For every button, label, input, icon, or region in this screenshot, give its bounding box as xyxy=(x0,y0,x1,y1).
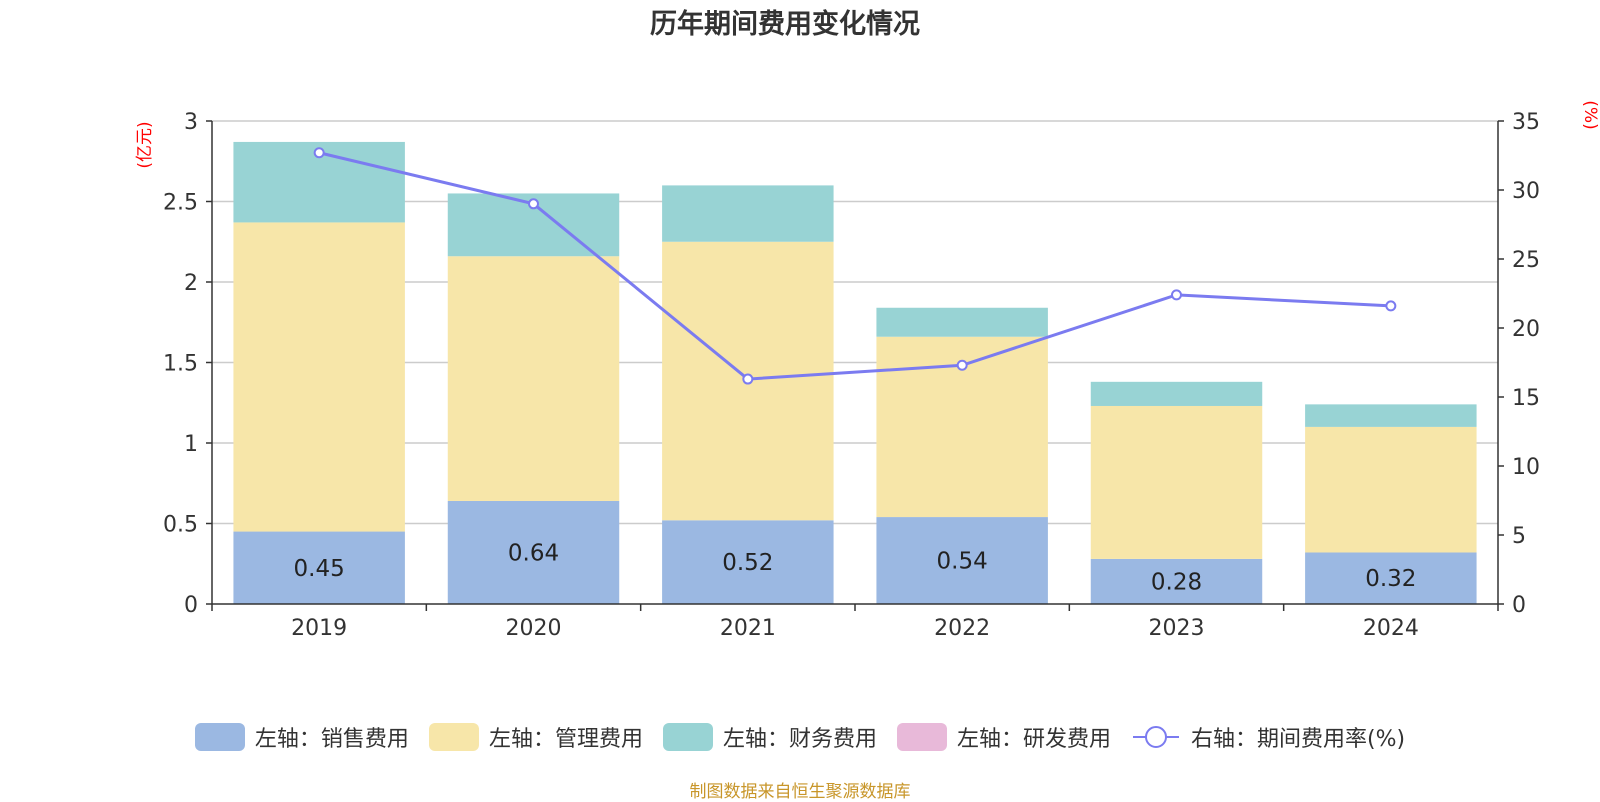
legend-line-swatch xyxy=(1132,726,1179,748)
legend-swatch xyxy=(896,723,947,751)
bar-segment xyxy=(233,531,405,604)
line-layer xyxy=(313,147,1397,385)
left-axis-label: (亿元) xyxy=(135,121,155,168)
rate-point xyxy=(742,373,754,385)
rate-point xyxy=(313,147,325,159)
legend-label: 右轴：期间费用率(%) xyxy=(1190,727,1406,752)
legend-item[interactable]: 左轴：财务费用 xyxy=(662,721,877,753)
chart-canvas: 历年期间费用变化情况 (亿元) (%) 00.511.522.530510152… xyxy=(135,8,1600,641)
legend-item[interactable]: 左轴：管理费用 xyxy=(428,721,643,753)
bar-segment xyxy=(447,500,620,604)
right-axis-tick-label: 15 xyxy=(1512,386,1540,411)
legend-item[interactable]: 左轴：研发费用 xyxy=(896,721,1111,753)
right-axis-tick-label: 0 xyxy=(1512,593,1526,618)
legend-item[interactable]: 右轴：期间费用率(%) xyxy=(1131,721,1405,753)
x-axis-tick-label: 2021 xyxy=(720,616,776,641)
legend-label: 左轴：销售费用 xyxy=(254,727,409,752)
bar-segment xyxy=(1090,381,1263,406)
x-axis-tick-label: 2024 xyxy=(1363,616,1419,641)
bar-segment xyxy=(1305,404,1477,427)
bar-segment xyxy=(662,185,834,242)
rate-point xyxy=(1385,300,1397,312)
bar-segment xyxy=(447,256,620,501)
bar-data-label: 0.28 xyxy=(1151,569,1202,595)
left-axis-tick-label: 1 xyxy=(184,432,198,457)
left-axis-tick-label: 0.5 xyxy=(163,513,198,538)
bar-segment xyxy=(233,222,405,532)
left-axis-tick-label: 3 xyxy=(184,110,198,135)
bar-data-label: 0.45 xyxy=(294,556,345,582)
x-axis-tick-label: 2022 xyxy=(934,616,990,641)
legend: 左轴：销售费用 左轴：管理费用 左轴：财务费用 左轴：研发费用 右轴：期间费用率(%) xyxy=(0,722,1600,752)
rate-line xyxy=(318,151,1391,381)
legend-label: 左轴：管理费用 xyxy=(488,727,643,752)
left-axis-tick-label: 1.5 xyxy=(163,352,198,377)
right-axis-tick-label: 10 xyxy=(1512,455,1540,480)
left-axis-tick-label: 0 xyxy=(184,593,198,618)
rate-point xyxy=(956,359,968,371)
right-axis-tick-label: 20 xyxy=(1512,317,1540,342)
left-axis-tick-label: 2 xyxy=(184,271,198,296)
bar-data-label: 0.64 xyxy=(508,540,559,566)
right-axis-tick-label: 5 xyxy=(1512,524,1526,549)
right-axis-tick-label: 35 xyxy=(1512,110,1540,135)
bar-data-label: 0.54 xyxy=(937,549,988,575)
data-label-layer: 0.45 0.64 0.52 0.54 0.28 0.32 xyxy=(294,540,1417,595)
bar-segment xyxy=(1305,426,1477,553)
x-axis-tick-label: 2023 xyxy=(1149,616,1205,641)
bar-segment xyxy=(1305,552,1477,604)
bar-segment xyxy=(876,307,1048,337)
bar-data-label: 0.52 xyxy=(722,550,773,576)
bar-segment xyxy=(662,520,834,604)
bar-data-label: 0.32 xyxy=(1365,566,1416,592)
bar-layer xyxy=(233,141,1477,604)
rate-point xyxy=(528,198,539,210)
left-axis-tick-label: 2.5 xyxy=(163,191,198,216)
right-axis-label: (%) xyxy=(1580,100,1600,129)
legend-label: 左轴：财务费用 xyxy=(722,727,877,752)
legend-swatch xyxy=(428,723,479,751)
legend-swatch xyxy=(662,723,713,751)
x-axis-tick-label: 2019 xyxy=(291,616,347,641)
legend-swatch xyxy=(194,723,245,751)
legend-label: 左轴：研发费用 xyxy=(956,727,1111,752)
bar-segment xyxy=(1090,558,1263,604)
x-axis-tick-label: 2020 xyxy=(506,616,562,641)
chart-title: 历年期间费用变化情况 xyxy=(650,8,920,40)
legend-item[interactable]: 左轴：销售费用 xyxy=(194,721,409,753)
source-note: 制图数据来自恒生聚源数据库 xyxy=(689,782,911,802)
right-axis-tick-label: 25 xyxy=(1512,248,1540,273)
bar-segment xyxy=(1090,405,1263,559)
grid-lines xyxy=(212,120,1498,525)
right-axis-tick-label: 30 xyxy=(1512,179,1540,204)
bar-segment xyxy=(876,517,1048,604)
rate-point xyxy=(1171,289,1182,301)
